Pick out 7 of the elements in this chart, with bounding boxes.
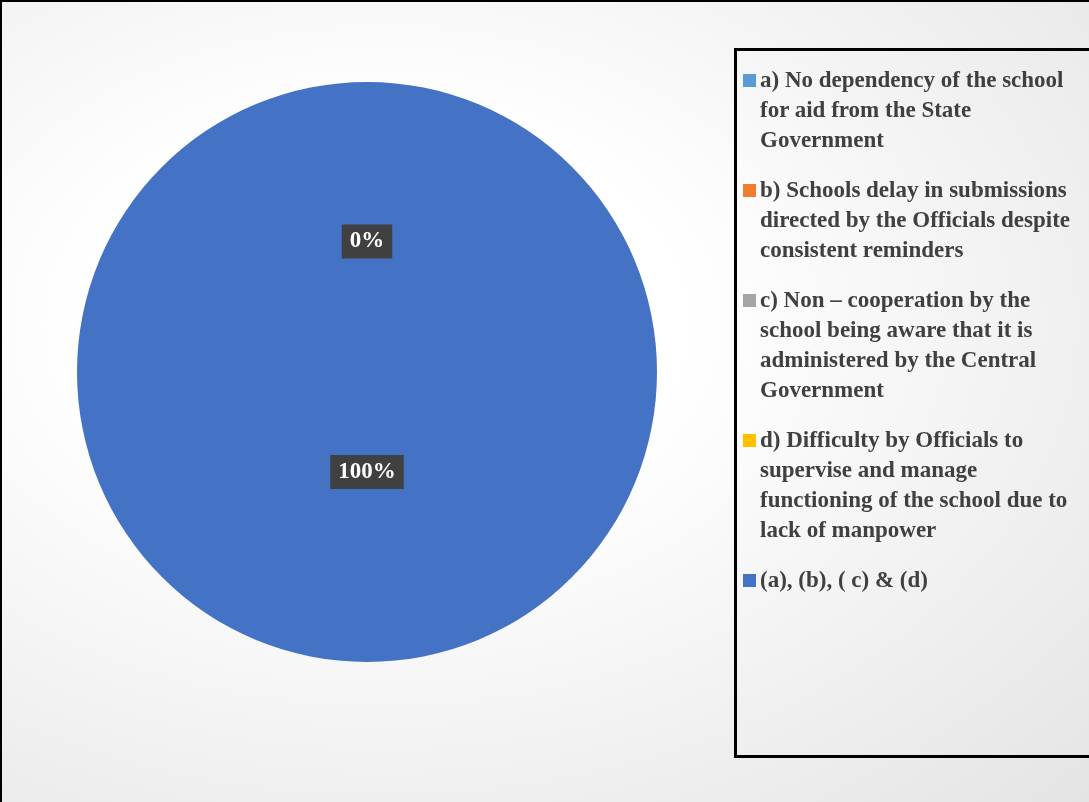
data-label: 100% [338, 457, 396, 483]
text: 0% [349, 227, 385, 253]
legend-label: c) Non – cooperation by the school being aware that it is administered by the Central Government [760, 286, 1038, 404]
legend-label: a) No dependency of the school for aid from the State Government [760, 66, 1065, 154]
legend-label: d) Difficulty by Officials to supervise and manage functioning of the school due to lack of manpower [760, 426, 1069, 544]
legend-label: (a), (b), ( c) & (d) [760, 566, 928, 594]
legend-label: b) Schools delay in submissions directed by the Officials despite consistent reminders [760, 176, 1072, 264]
